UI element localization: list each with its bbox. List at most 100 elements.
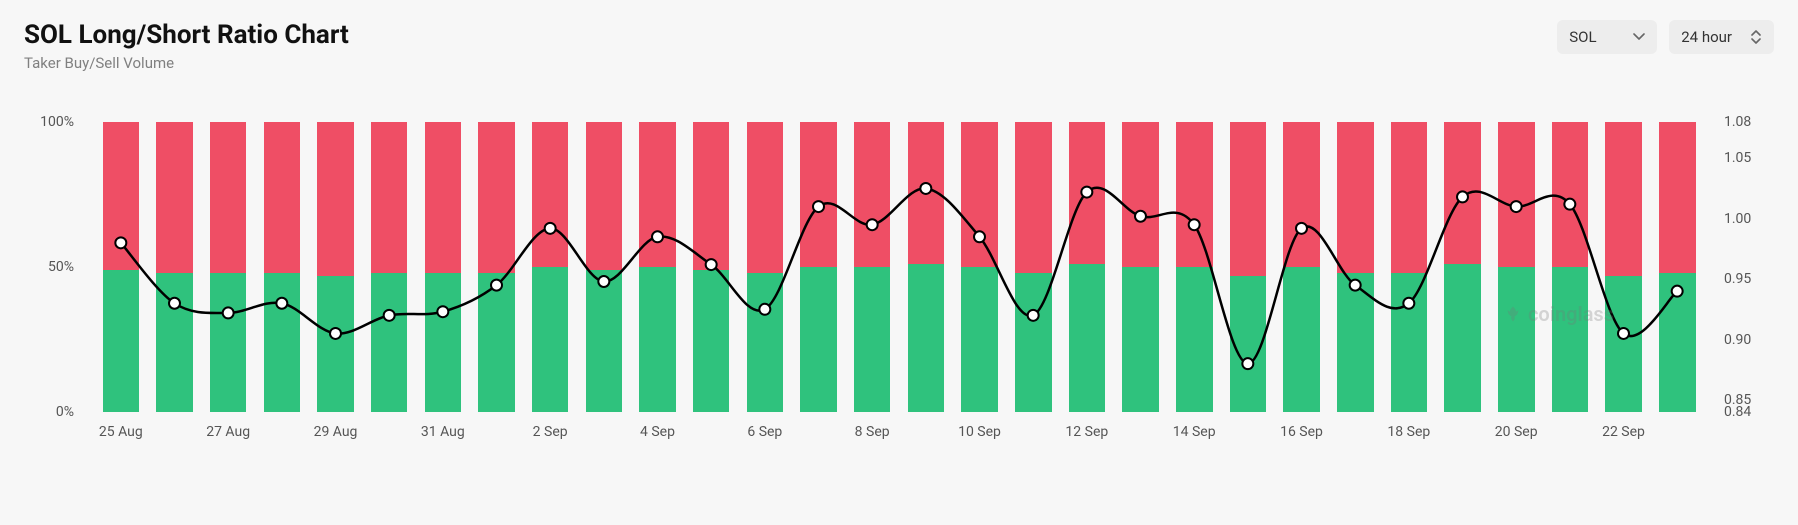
y-right-tick: 0.90 — [1724, 332, 1784, 348]
x-tick: 18 Sep — [1387, 424, 1430, 440]
bar-long-segment — [1015, 273, 1051, 412]
bar-short-segment — [854, 122, 890, 267]
bar-long-segment — [800, 267, 836, 412]
bar-short-segment — [1176, 122, 1212, 267]
bar-long-segment — [908, 264, 944, 412]
stacked-bar — [586, 122, 622, 412]
bar-long-segment — [639, 267, 675, 412]
x-tick: 22 Sep — [1602, 424, 1645, 440]
bar-slot — [416, 122, 470, 412]
x-axis: 25 Aug27 Aug29 Aug31 Aug2 Sep4 Sep6 Sep8… — [94, 416, 1704, 452]
chart-area: 0%50%100% 0.840.850.900.951.001.051.08 c… — [24, 122, 1774, 452]
bar-short-segment — [317, 122, 353, 276]
y-axis-left: 0%50%100% — [24, 122, 84, 412]
bar-slot — [738, 122, 792, 412]
bar-slot — [94, 122, 148, 412]
y-right-tick: 0.85 — [1724, 392, 1784, 408]
bar-long-segment — [1122, 267, 1158, 412]
y-right-tick: 0.95 — [1724, 271, 1784, 287]
bar-slot — [1597, 122, 1651, 412]
chart-subtitle: Taker Buy/Sell Volume — [24, 54, 349, 72]
x-tick: 27 Aug — [206, 424, 250, 440]
bar-slot — [1167, 122, 1221, 412]
bar-long-segment — [1069, 264, 1105, 412]
bar-short-segment — [1605, 122, 1641, 276]
chart-title: SOL Long/Short Ratio Chart — [24, 20, 349, 50]
bar-short-segment — [800, 122, 836, 267]
stacked-bar — [1552, 122, 1588, 412]
bar-long-segment — [1230, 276, 1266, 412]
symbol-dropdown-value: SOL — [1569, 28, 1596, 46]
bar-slot — [1114, 122, 1168, 412]
stacked-bar — [1176, 122, 1212, 412]
bar-long-segment — [1391, 273, 1427, 412]
bar-long-segment — [1659, 273, 1695, 412]
stacked-bar — [1337, 122, 1373, 412]
bar-slot — [1543, 122, 1597, 412]
bar-slot — [1382, 122, 1436, 412]
bar-slot — [1489, 122, 1543, 412]
watermark-icon — [1504, 305, 1522, 323]
bar-short-segment — [961, 122, 997, 267]
stacked-bar — [371, 122, 407, 412]
stacked-bar — [1444, 122, 1480, 412]
stacked-bar — [1498, 122, 1534, 412]
bar-slot — [577, 122, 631, 412]
bar-slot — [1221, 122, 1275, 412]
stacked-bar — [854, 122, 890, 412]
plot-area: coinglass — [94, 122, 1704, 412]
bar-long-segment — [1605, 276, 1641, 412]
bar-long-segment — [371, 273, 407, 412]
bar-short-segment — [693, 122, 729, 270]
bar-slot — [255, 122, 309, 412]
bar-short-segment — [1391, 122, 1427, 273]
bar-slot — [684, 122, 738, 412]
y-right-tick: 1.08 — [1724, 114, 1784, 130]
bar-long-segment — [532, 267, 568, 412]
bar-short-segment — [1230, 122, 1266, 276]
bar-long-segment — [1337, 273, 1373, 412]
bar-long-segment — [1552, 267, 1588, 412]
bar-short-segment — [1337, 122, 1373, 273]
bar-short-segment — [1015, 122, 1051, 273]
stacked-bar — [1230, 122, 1266, 412]
stacked-bar — [156, 122, 192, 412]
stacked-bar — [961, 122, 997, 412]
bar-short-segment — [1122, 122, 1158, 267]
bar-short-segment — [532, 122, 568, 267]
stacked-bar — [1283, 122, 1319, 412]
x-tick: 8 Sep — [855, 424, 890, 440]
controls: SOL 24 hour — [1557, 20, 1774, 54]
stacked-bar — [1015, 122, 1051, 412]
stacked-bar — [1391, 122, 1427, 412]
stacked-bar — [1069, 122, 1105, 412]
interval-dropdown[interactable]: 24 hour — [1669, 20, 1774, 54]
bar-long-segment — [961, 267, 997, 412]
bar-short-segment — [1498, 122, 1534, 267]
bar-short-segment — [156, 122, 192, 273]
stacked-bar — [103, 122, 139, 412]
sort-icon — [1750, 30, 1762, 44]
bar-short-segment — [747, 122, 783, 273]
bar-short-segment — [586, 122, 622, 270]
bar-slot — [631, 122, 685, 412]
symbol-dropdown[interactable]: SOL — [1557, 20, 1657, 54]
bar-slot — [899, 122, 953, 412]
bar-long-segment — [317, 276, 353, 412]
watermark: coinglass — [1504, 302, 1614, 326]
y-left-tick: 100% — [14, 114, 74, 130]
bar-long-segment — [478, 273, 514, 412]
stacked-bar — [1122, 122, 1158, 412]
x-tick: 16 Sep — [1280, 424, 1323, 440]
bar-long-segment — [264, 273, 300, 412]
x-tick: 6 Sep — [747, 424, 782, 440]
x-tick: 29 Aug — [314, 424, 358, 440]
bar-short-segment — [210, 122, 246, 273]
stacked-bar — [1659, 122, 1695, 412]
bar-slot — [1006, 122, 1060, 412]
stacked-bar — [693, 122, 729, 412]
stacked-bar — [747, 122, 783, 412]
chevron-down-icon — [1633, 31, 1645, 43]
bar-slot — [309, 122, 363, 412]
bar-slot — [362, 122, 416, 412]
